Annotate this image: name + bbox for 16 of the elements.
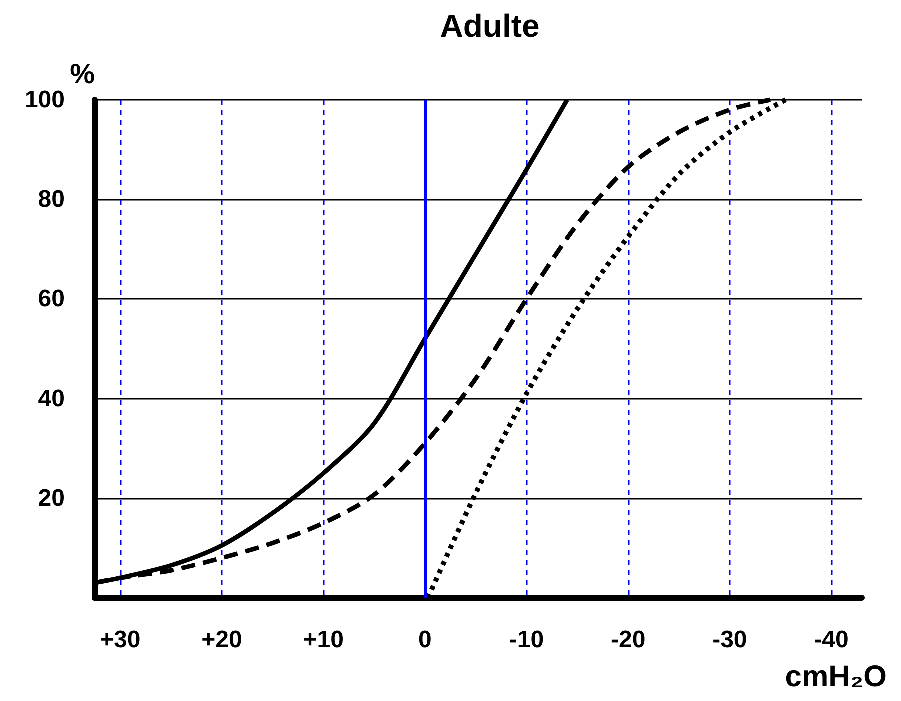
x-tick-label: -40 [814,626,849,654]
x-tick-label: +20 [202,626,242,654]
y-tick-label: 60 [38,286,65,313]
chart-title: Adulte [440,8,540,44]
x-tick-label: -20 [611,626,646,654]
y-tick-label: 40 [38,385,65,412]
x-tick-label: +30 [100,626,141,654]
x-tick-label: +10 [303,626,344,654]
x-tick-label: 0 [418,626,432,654]
y-tick-label: 80 [38,186,65,214]
y-tick-label: 100 [24,86,65,114]
y-tick-label: 20 [38,484,65,512]
x-axis-title: cmH₂O [785,660,888,694]
x-tick-label: -10 [509,626,544,654]
x-tick-label: -30 [712,626,748,654]
y-axis-title: % [70,58,96,90]
